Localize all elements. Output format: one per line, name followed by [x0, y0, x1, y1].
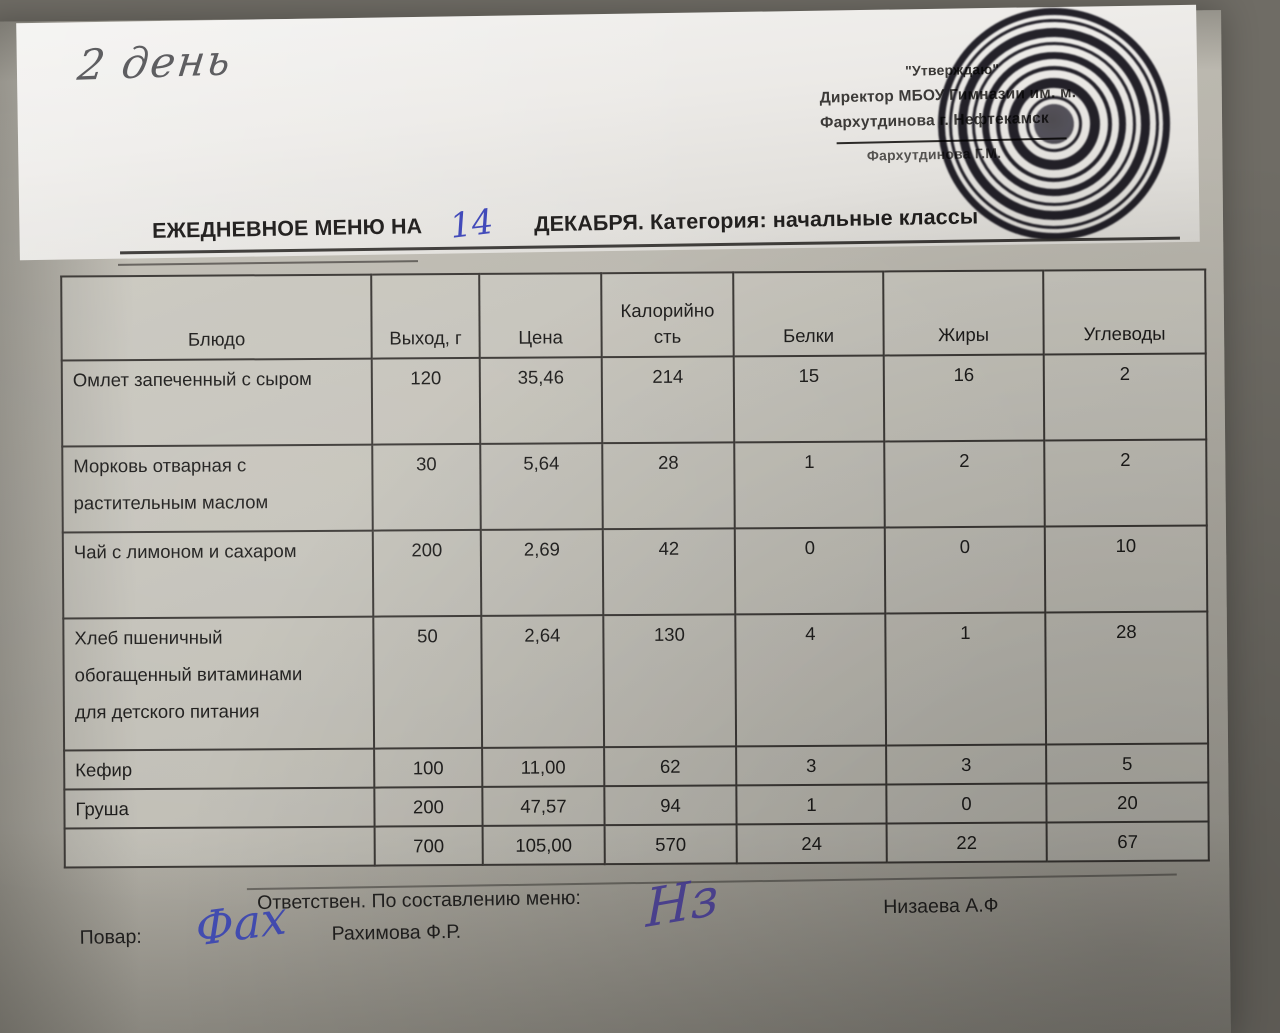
handwritten-date: 14	[447, 201, 496, 247]
header-vyhod: Выход, г	[371, 273, 480, 359]
table-header-row: Блюдо Выход, г Цена Калорийно сть Белки Ж…	[61, 269, 1206, 361]
cell-dish: Чай с лимоном и сахаром	[62, 530, 374, 619]
cell-kcal: 94	[604, 785, 737, 826]
cell-uglevody: 5	[1046, 743, 1209, 784]
cell-uglevody: 2	[1044, 439, 1207, 527]
responsible-name: Низаева А.Ф	[883, 894, 999, 919]
cell-dish: Груша	[64, 787, 375, 829]
header-dish: Блюдо	[61, 274, 372, 361]
cell-kcal: 214	[601, 356, 735, 444]
cell-cena: 11,00	[482, 747, 605, 787]
cell-kcal: 62	[604, 746, 737, 787]
cell-uglevody: 67	[1046, 821, 1209, 862]
responsible-label: Ответствен. По составлению меню:	[256, 886, 581, 915]
cell-cena: 105,00	[482, 825, 605, 865]
cell-vyhod: 200	[374, 786, 483, 827]
cell-dish: Кефир	[64, 748, 375, 790]
cell-cena: 5,64	[480, 443, 603, 530]
header-uglevody: Углеводы	[1043, 269, 1206, 355]
cook-signature: Фах	[194, 889, 288, 957]
cell-uglevody: 20	[1046, 782, 1209, 823]
cell-vyhod: 30	[372, 443, 481, 531]
date-blank: 14	[422, 202, 534, 247]
header-kcal: Калорийно сть	[601, 272, 734, 358]
handwritten-day-note: 2 день	[75, 35, 236, 90]
cell-belki: 24	[736, 823, 887, 864]
cell-kcal: 42	[602, 528, 736, 616]
cell-zhiry: 3	[886, 744, 1047, 785]
dish-line: Хлеб пшеничный	[74, 626, 223, 649]
cell-belki: 3	[736, 745, 887, 786]
cell-kcal: 130	[603, 614, 737, 748]
cell-vyhod: 200	[372, 529, 482, 617]
table-row: Омлет запеченный с сыром 120 35,46 214 1…	[61, 353, 1207, 447]
header-kcal-line1: Калорийно	[620, 299, 715, 322]
cell-cena: 47,57	[482, 786, 605, 826]
dish-line: для детского питания	[74, 700, 260, 723]
table-row: Хлеб пшеничный обогащенный витаминами для …	[63, 611, 1209, 751]
cell-cena: 2,64	[481, 615, 605, 748]
cell-vyhod: 700	[374, 825, 483, 866]
cell-belki: 1	[736, 784, 887, 825]
cell-zhiry: 16	[883, 354, 1045, 442]
cell-belki: 1	[734, 441, 885, 529]
cell-belki: 15	[733, 355, 885, 443]
cell-cena: 35,46	[479, 357, 603, 444]
table-row: Чай с лимоном и сахаром 200 2,69 42 0 0 …	[62, 525, 1208, 619]
cell-zhiry: 1	[885, 612, 1047, 746]
cell-uglevody: 10	[1044, 525, 1208, 613]
header-kcal-line2: сть	[653, 325, 682, 347]
cell-belki: 0	[734, 527, 886, 615]
dish-line: Морковь отварная с	[73, 454, 247, 477]
cell-zhiry: 22	[886, 822, 1047, 863]
cell-uglevody: 28	[1045, 611, 1209, 745]
table-row-total: 700 105,00 570 24 22 67	[64, 821, 1209, 868]
cell-zhiry: 2	[884, 440, 1045, 528]
document-footer: Ответствен. По составлению меню: Повар: …	[0, 866, 1280, 1033]
title-prefix: ЕЖЕДНЕВНОЕ МЕНЮ НА	[151, 214, 423, 243]
cell-dish: Морковь отварная с растительным маслом	[62, 444, 373, 533]
header-belki: Белки	[733, 271, 884, 357]
cell-vyhod: 120	[371, 357, 481, 445]
table-row: Морковь отварная с растительным маслом 30…	[62, 439, 1207, 533]
cell-uglevody: 2	[1043, 353, 1207, 441]
dish-line: растительным маслом	[73, 491, 269, 514]
cell-belki: 4	[735, 613, 887, 747]
cell-vyhod: 100	[374, 747, 483, 788]
cell-kcal: 28	[602, 442, 735, 530]
cell-vyhod: 50	[373, 615, 483, 749]
cell-zhiry: 0	[884, 526, 1046, 614]
responsible-signature: Нз	[645, 866, 719, 941]
cell-kcal: 570	[604, 824, 737, 865]
menu-table-container: Блюдо Выход, г Цена Калорийно сть Белки Ж…	[60, 268, 1210, 869]
cell-dish: Хлеб пшеничный обогащенный витаминами для …	[63, 616, 375, 751]
cell-cena: 2,69	[480, 529, 604, 616]
cook-name: Рахимова Ф.Р.	[331, 920, 462, 945]
cook-label: Повар:	[79, 925, 142, 949]
cell-dish: Омлет запеченный с сыром	[61, 358, 373, 447]
cell-dish	[64, 826, 375, 868]
header-zhiry: Жиры	[883, 270, 1044, 356]
header-cena: Цена	[479, 273, 602, 358]
cell-zhiry: 0	[886, 783, 1047, 824]
menu-table: Блюдо Выход, г Цена Калорийно сть Белки Ж…	[60, 268, 1210, 869]
dish-line: обогащенный витаминами	[74, 663, 303, 686]
